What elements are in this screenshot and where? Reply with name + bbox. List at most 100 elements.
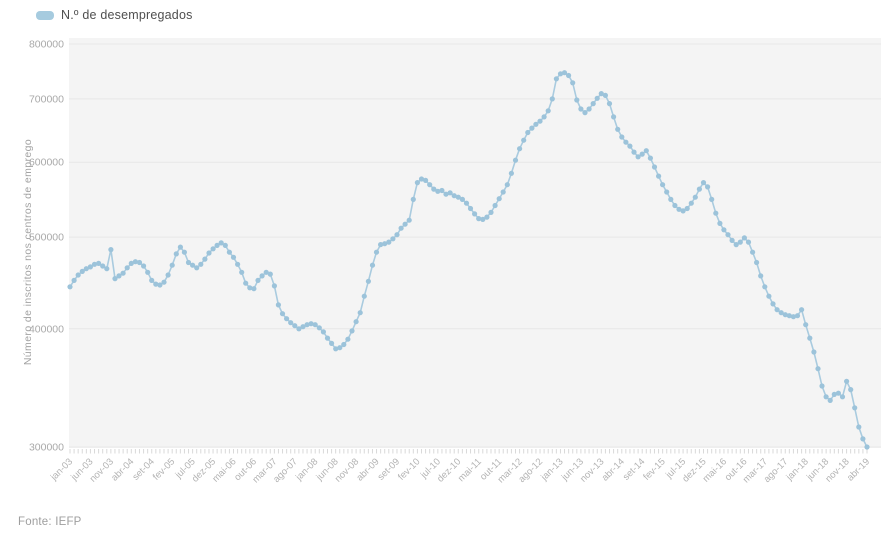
data-point xyxy=(124,265,130,271)
data-point xyxy=(831,391,837,397)
data-point xyxy=(480,216,486,222)
data-point xyxy=(373,249,380,255)
data-point xyxy=(304,322,310,328)
data-point xyxy=(611,114,617,120)
data-point xyxy=(284,316,290,322)
data-point xyxy=(647,155,654,161)
data-point xyxy=(725,232,731,238)
x-tick-label: jan-13 xyxy=(538,456,565,483)
data-point xyxy=(378,242,384,248)
data-point xyxy=(96,260,102,266)
data-point xyxy=(500,189,506,195)
data-point xyxy=(741,235,748,241)
data-point xyxy=(67,284,73,290)
data-point xyxy=(75,272,81,278)
data-point xyxy=(664,189,670,195)
data-point xyxy=(455,194,461,200)
data-point xyxy=(218,240,224,246)
data-point xyxy=(615,126,621,132)
data-point xyxy=(267,271,273,277)
data-point xyxy=(369,262,376,268)
data-point xyxy=(116,273,122,279)
legend-swatch xyxy=(36,10,54,20)
data-point xyxy=(639,151,645,157)
x-tick-label: fev-10 xyxy=(396,456,422,482)
data-point xyxy=(120,270,126,276)
data-point xyxy=(459,196,465,202)
data-point xyxy=(807,335,813,341)
data-point xyxy=(100,263,106,269)
x-tick-label: jan-03 xyxy=(48,456,75,483)
data-point xyxy=(578,106,584,112)
data-point xyxy=(79,268,85,274)
data-point xyxy=(185,259,192,266)
data-point xyxy=(190,262,196,268)
data-point xyxy=(333,346,339,352)
data-point xyxy=(606,101,613,107)
data-point xyxy=(574,97,580,103)
data-point xyxy=(353,319,359,325)
data-point xyxy=(112,276,118,282)
data-point xyxy=(692,194,698,200)
source-note: Fonte: IEFP xyxy=(18,516,82,528)
data-point xyxy=(684,205,690,212)
x-tick-label: abr-14 xyxy=(600,456,627,483)
data-point xyxy=(161,279,167,285)
data-point xyxy=(811,349,817,355)
data-point xyxy=(414,180,420,186)
x-tick-label: set-04 xyxy=(130,456,156,482)
data-point xyxy=(827,397,833,403)
data-point xyxy=(553,76,560,82)
plot-area xyxy=(69,38,881,448)
x-tick-label: set-09 xyxy=(376,456,402,482)
data-point xyxy=(149,277,155,283)
data-point xyxy=(696,186,703,192)
data-point xyxy=(770,301,776,307)
data-point xyxy=(443,191,449,197)
x-tick-label: jan-08 xyxy=(293,456,320,483)
data-point xyxy=(206,250,212,256)
legend-item[interactable]: N.º de desempregados xyxy=(36,8,193,22)
data-point xyxy=(230,254,237,260)
x-tick-label: mai-11 xyxy=(456,456,484,484)
data-point xyxy=(423,177,429,183)
data-point xyxy=(839,394,846,400)
data-point xyxy=(463,200,470,206)
data-point xyxy=(803,322,809,328)
data-point xyxy=(790,314,797,320)
data-point xyxy=(239,269,245,275)
data-point xyxy=(598,91,604,97)
data-point xyxy=(864,444,870,450)
data-point xyxy=(145,269,151,275)
data-point xyxy=(427,182,433,188)
data-point xyxy=(320,329,326,335)
data-point xyxy=(341,341,347,348)
data-point xyxy=(643,148,649,154)
data-point xyxy=(660,182,666,188)
data-point xyxy=(169,262,175,268)
data-point xyxy=(594,95,600,101)
data-point xyxy=(357,310,363,316)
data-point xyxy=(774,307,780,313)
data-point xyxy=(312,322,318,328)
data-point xyxy=(713,210,719,216)
data-point xyxy=(533,121,539,127)
data-point xyxy=(590,101,596,107)
data-point xyxy=(786,313,792,319)
data-point xyxy=(488,209,494,215)
data-point xyxy=(324,335,331,341)
data-point xyxy=(410,196,416,202)
data-point xyxy=(860,436,866,442)
data-point xyxy=(279,311,286,317)
data-point xyxy=(194,265,200,271)
data-point xyxy=(545,108,551,114)
data-point xyxy=(602,92,609,98)
data-point xyxy=(492,202,498,209)
data-point xyxy=(398,225,404,231)
data-point xyxy=(754,259,760,266)
data-point xyxy=(476,216,482,222)
data-point xyxy=(517,146,523,152)
x-tick-label: fev-15 xyxy=(641,456,667,482)
data-point xyxy=(451,193,457,199)
